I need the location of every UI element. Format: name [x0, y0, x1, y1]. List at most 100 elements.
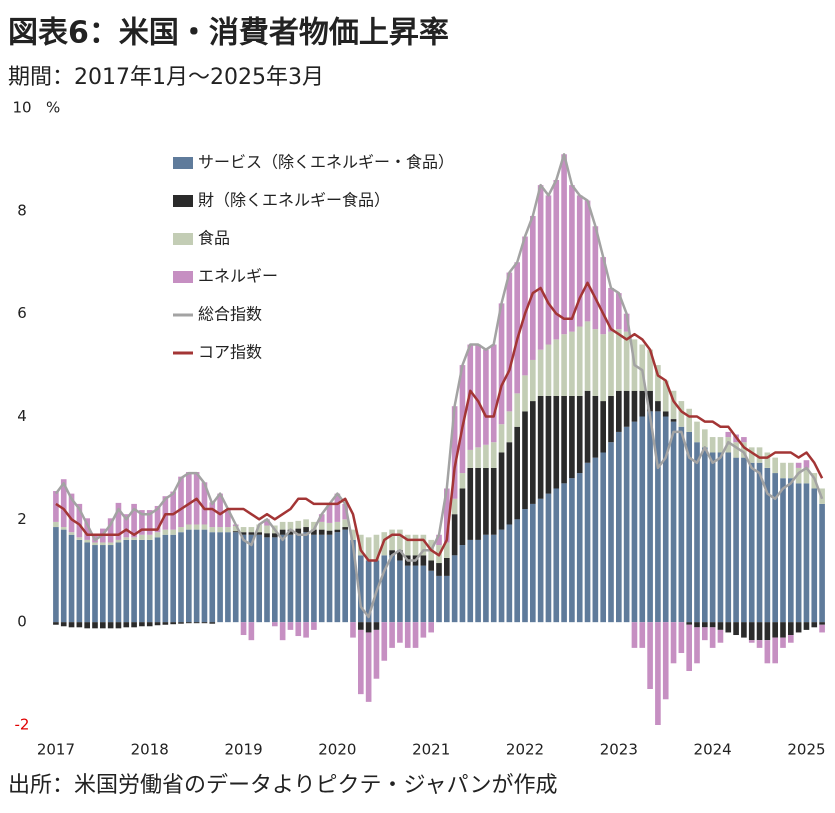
bar [694, 421, 700, 443]
bar [709, 627, 716, 648]
bar [709, 437, 716, 453]
bar [170, 529, 176, 535]
bar [287, 529, 294, 535]
bar [248, 622, 255, 641]
bar [123, 514, 130, 538]
bar [780, 622, 786, 638]
bar [53, 622, 59, 625]
bar [694, 627, 700, 664]
y-tick-label: -2 [15, 716, 30, 734]
bar [53, 491, 59, 522]
bar [647, 622, 653, 690]
bar [600, 257, 606, 335]
line [54, 153, 824, 619]
bar [170, 491, 176, 530]
bar [193, 622, 200, 624]
bar [803, 467, 810, 484]
bar [451, 498, 458, 515]
bar [279, 534, 286, 623]
bar [459, 488, 466, 546]
line [55, 281, 824, 562]
bar [358, 555, 364, 623]
bar [60, 527, 67, 530]
bar [561, 154, 567, 335]
bar [584, 200, 591, 322]
bar [795, 462, 802, 468]
bar [795, 622, 802, 633]
bar [795, 483, 802, 623]
bar [592, 329, 599, 396]
legend-label: 財（除くエネルギー食品） [198, 191, 390, 210]
bar [561, 395, 567, 484]
bar [756, 640, 763, 648]
bar [444, 575, 450, 623]
legend-label: 食品 [198, 229, 230, 248]
bar [311, 534, 317, 623]
bar [678, 426, 685, 623]
bar [146, 539, 153, 623]
bar [662, 622, 669, 700]
bar [373, 629, 380, 679]
bar [467, 344, 474, 450]
bar [483, 534, 489, 623]
bar [819, 503, 825, 623]
bar [154, 622, 161, 626]
bar [92, 545, 98, 623]
bar [131, 537, 137, 540]
bar [272, 622, 278, 627]
bar [373, 622, 380, 630]
bar [123, 622, 130, 628]
bar [608, 442, 614, 623]
bar [631, 622, 638, 648]
bar [358, 629, 364, 695]
bar [365, 632, 372, 702]
bar [748, 447, 755, 463]
bar [764, 622, 771, 641]
bar [514, 393, 520, 427]
bar [178, 527, 184, 533]
bar [647, 390, 653, 412]
bar [295, 528, 302, 535]
bar [232, 532, 239, 623]
bar [68, 493, 75, 533]
bar [670, 622, 677, 664]
bar [600, 401, 606, 453]
bar [100, 545, 106, 623]
bar [569, 478, 575, 623]
bar [209, 622, 216, 624]
bar [334, 521, 341, 530]
bar [772, 622, 778, 638]
bar [170, 534, 176, 623]
bar [702, 627, 708, 641]
legend-label: サービス（除くエネルギー・食品） [198, 153, 454, 172]
bar [84, 539, 90, 543]
bar [412, 565, 419, 623]
bar [365, 537, 372, 561]
bar [303, 527, 309, 533]
bar [146, 510, 153, 535]
legend-label: コア指数 [198, 343, 262, 362]
bar [623, 426, 630, 623]
bar [139, 534, 145, 540]
bar [334, 529, 341, 533]
bar [530, 401, 536, 504]
bar [186, 472, 192, 525]
bar [506, 411, 513, 443]
bar [100, 542, 106, 546]
bar [397, 529, 403, 551]
bar [123, 537, 130, 540]
bar [678, 622, 685, 654]
bar [576, 395, 583, 474]
bar [60, 622, 67, 627]
bar [639, 416, 646, 623]
bar [467, 467, 474, 540]
bar [397, 560, 403, 623]
bar [553, 395, 560, 489]
bar [272, 537, 278, 623]
bar [389, 555, 395, 623]
bar [436, 563, 442, 576]
bar [318, 529, 325, 535]
bar [514, 426, 520, 520]
bar [193, 524, 200, 530]
